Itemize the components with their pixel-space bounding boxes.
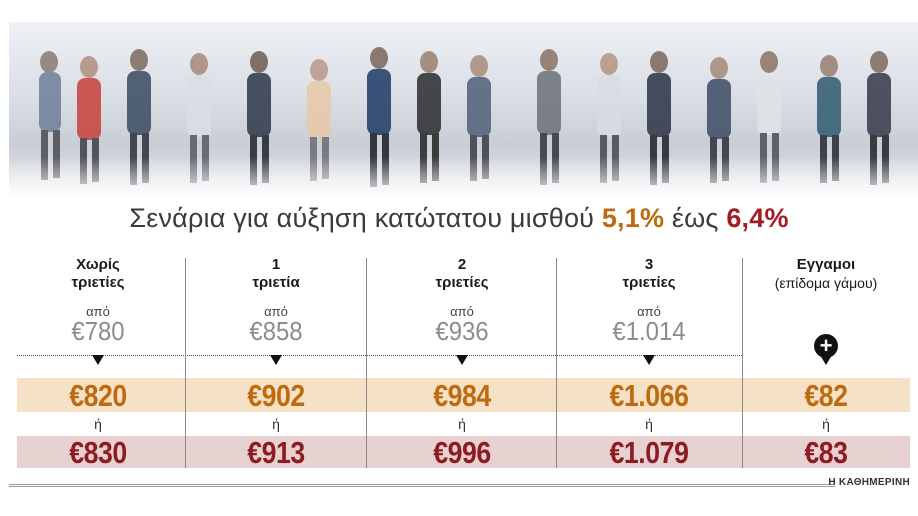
scenario-low-value: €82	[804, 378, 848, 413]
title-middle: έως	[664, 203, 727, 233]
title-high-percent: 6,4%	[726, 203, 789, 233]
column-header: Χωρίς	[76, 256, 120, 273]
or-label: ή	[458, 416, 466, 432]
from-label: από	[637, 304, 661, 319]
scenario-low-value: €984	[433, 378, 491, 413]
crowd-silhouettes	[39, 47, 891, 187]
current-wage: €780	[71, 316, 125, 346]
title-low-percent: 5,1%	[601, 203, 665, 233]
or-label: ή	[645, 416, 653, 432]
column-subheader: τριετίες	[435, 274, 489, 291]
column-header: 2	[457, 256, 467, 273]
scenario-low-value: €820	[69, 378, 127, 413]
column-note: (επίδομα γάμου)	[774, 275, 878, 291]
down-arrow-icon	[270, 355, 282, 365]
crowd-photo	[9, 22, 918, 197]
column-subheader: τριετίες	[622, 274, 676, 291]
plus-circle-icon: +	[814, 334, 838, 358]
down-arrow-icon	[643, 355, 655, 365]
current-wage: €936	[435, 316, 489, 346]
dotted-divider	[17, 355, 742, 356]
column-header: 1	[271, 256, 281, 273]
title-prefix: Σενάρια για αύξηση κατώτατου μισθού	[129, 203, 602, 233]
scenario-high-value: €1.079	[609, 435, 689, 470]
scenario-low-value: €1.066	[609, 378, 689, 413]
scenario-high-value: €913	[247, 435, 305, 470]
column-subheader: τριετίες	[71, 274, 125, 291]
current-wage: €1.014	[612, 316, 686, 346]
chart-title: Σενάρια για αύξηση κατώτατου μισθού 5,1%…	[0, 203, 918, 234]
column-separator	[366, 258, 367, 468]
down-arrow-icon	[820, 355, 832, 365]
down-arrow-icon	[92, 355, 104, 365]
scenario-high-value: €83	[804, 435, 848, 470]
column-separator	[742, 258, 743, 468]
current-wage: €858	[249, 316, 303, 346]
from-label: από	[264, 304, 288, 319]
or-label: ή	[272, 416, 280, 432]
scenario-high-value: €830	[69, 435, 127, 470]
or-label: ή	[822, 416, 830, 432]
scenario-high-value: €996	[433, 435, 491, 470]
or-label: ή	[94, 416, 102, 432]
from-label: από	[450, 304, 474, 319]
column-subheader: τριετία	[252, 274, 300, 291]
scenario-high-band	[17, 436, 910, 468]
column-separator	[556, 258, 557, 468]
scenario-low-value: €902	[247, 378, 305, 413]
down-arrow-icon	[456, 355, 468, 365]
source-credit: Η ΚΑΘΗΜΕΡΙΝΗ	[828, 477, 910, 488]
column-header: Εγγαμοι	[796, 256, 856, 273]
column-separator	[185, 258, 186, 468]
from-label: από	[86, 304, 110, 319]
column-header: 3	[644, 256, 654, 273]
scenario-low-band	[17, 378, 910, 412]
footer-rule	[9, 484, 835, 487]
